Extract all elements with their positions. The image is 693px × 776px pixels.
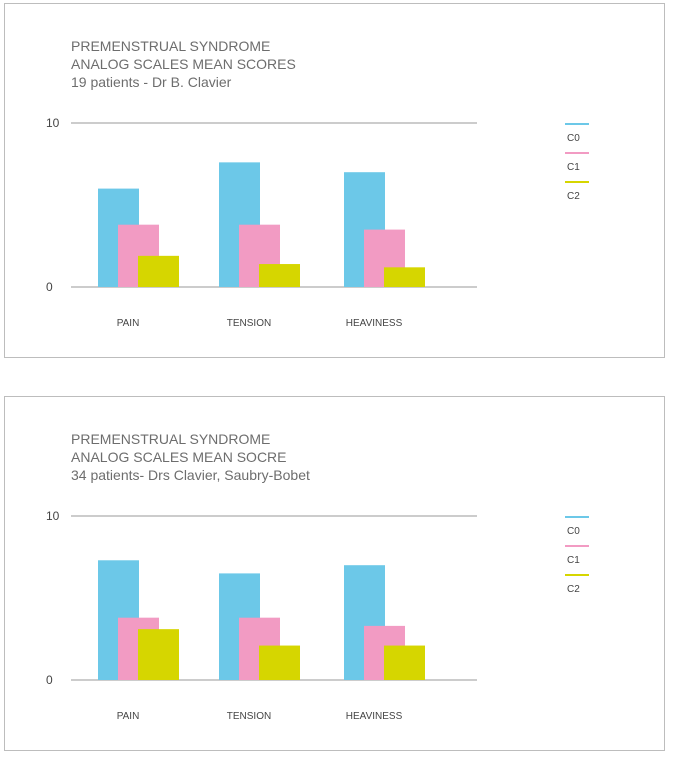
bar-c2-pain: [138, 629, 179, 680]
legend-label-c0: C0: [567, 133, 580, 144]
bar-c2-heaviness: [384, 645, 425, 680]
category-label: HEAVINESS: [346, 711, 403, 722]
category-label: PAIN: [117, 318, 140, 329]
category-label: HEAVINESS: [346, 318, 403, 329]
category-label: PAIN: [117, 711, 140, 722]
legend-label-c0: C0: [567, 526, 580, 537]
bar-c2-tension: [259, 264, 300, 287]
y-tick-label: 0: [46, 673, 53, 687]
category-label: TENSION: [227, 711, 271, 722]
chart-panel-1: PREMENSTRUAL SYNDROME ANALOG SCALES MEAN…: [4, 3, 665, 358]
category-label: TENSION: [227, 318, 271, 329]
chart-title-line-1: PREMENSTRUAL SYNDROME: [71, 431, 271, 447]
y-tick-label: 0: [46, 280, 53, 294]
bar-c2-pain: [138, 255, 179, 287]
legend-label-c2: C2: [567, 191, 580, 202]
bar-chart-svg: 0 10 PAIN TENSION HEAVINESS C0 C1 C2: [46, 116, 589, 329]
chart-title-line-2: ANALOG SCALES MEAN SCORES: [71, 56, 296, 72]
y-tick-label: 10: [46, 116, 60, 130]
chart-title-line-2: ANALOG SCALES MEAN SOCRE: [71, 449, 287, 465]
y-tick-label: 10: [46, 509, 60, 523]
chart-title-line-1: PREMENSTRUAL SYNDROME: [71, 38, 271, 54]
chart-panel-2: PREMENSTRUAL SYNDROME ANALOG SCALES MEAN…: [4, 396, 665, 751]
legend-label-c1: C1: [567, 555, 580, 566]
chart-subtitle: 19 patients - Dr B. Clavier: [71, 74, 232, 90]
legend-label-c1: C1: [567, 162, 580, 173]
chart-title-block: PREMENSTRUAL SYNDROME ANALOG SCALES MEAN…: [71, 37, 296, 91]
legend-label-c2: C2: [567, 584, 580, 595]
chart-title-block: PREMENSTRUAL SYNDROME ANALOG SCALES MEAN…: [71, 430, 310, 484]
bar-c2-heaviness: [384, 267, 425, 287]
bar-c2-tension: [259, 645, 300, 680]
bar-chart-svg: 0 10 PAIN TENSION HEAVINESS C0 C1 C2: [46, 509, 589, 722]
chart-subtitle: 34 patients- Drs Clavier, Saubry-Bobet: [71, 467, 310, 483]
